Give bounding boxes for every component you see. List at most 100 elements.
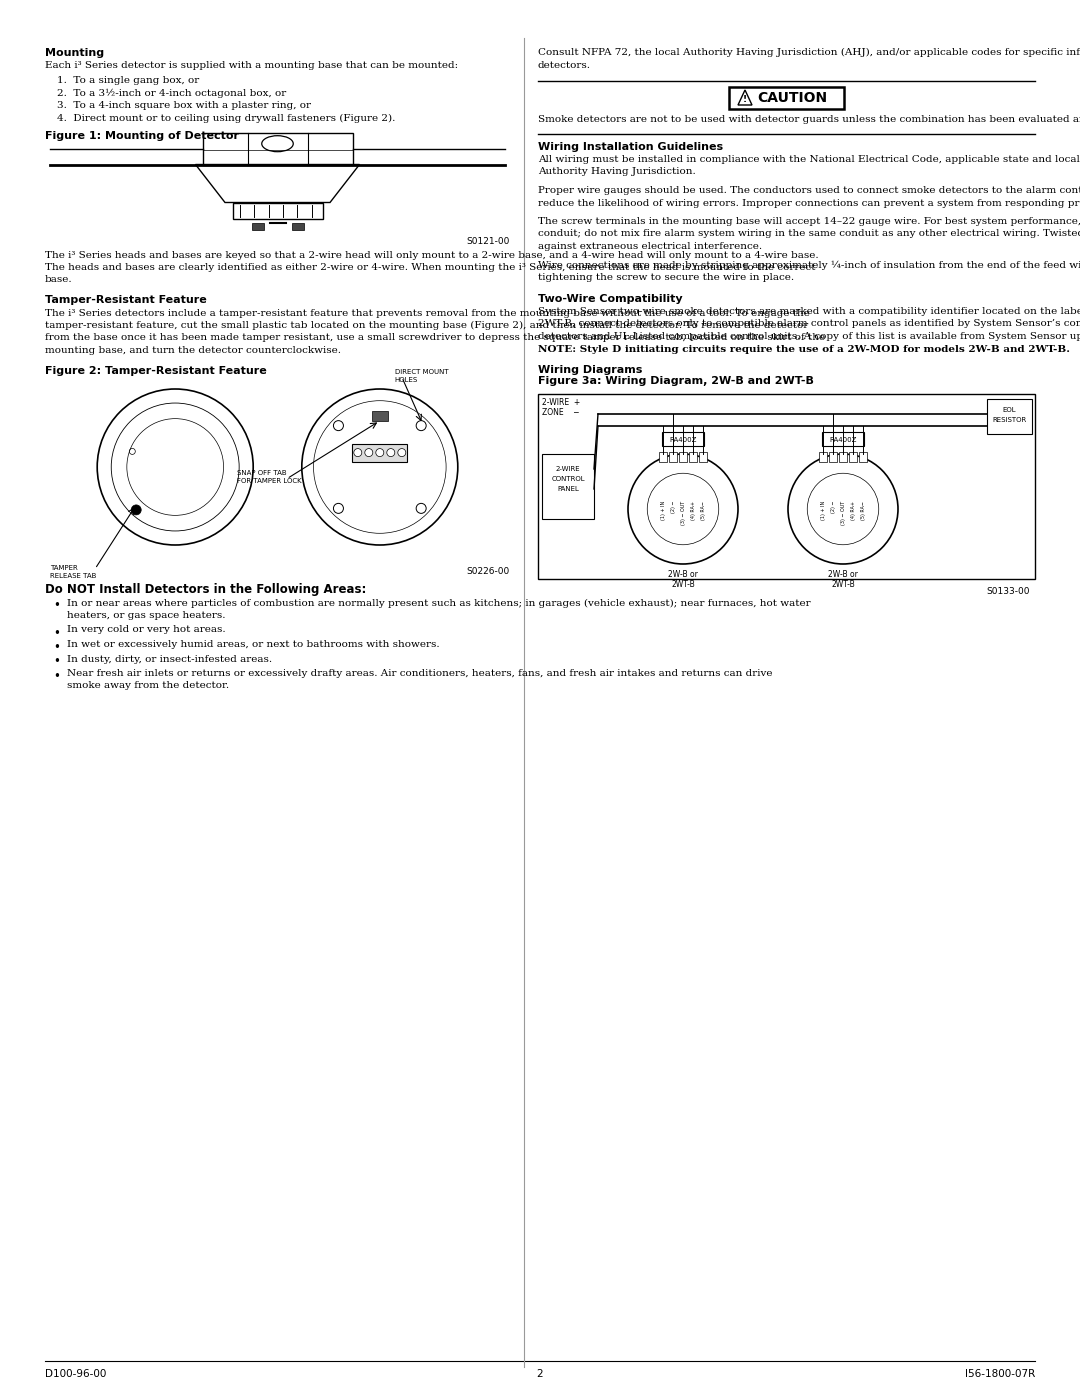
- Circle shape: [397, 448, 406, 457]
- Text: Tamper-Resistant Feature: Tamper-Resistant Feature: [45, 295, 206, 305]
- Text: CAUTION: CAUTION: [757, 91, 827, 105]
- Circle shape: [788, 454, 897, 564]
- Text: 1.  To a single gang box, or: 1. To a single gang box, or: [57, 75, 199, 85]
- Text: Wire connections are made by stripping approximately ¼-inch of insulation from t: Wire connections are made by stripping a…: [538, 260, 1080, 270]
- Text: Two-Wire Compatibility: Two-Wire Compatibility: [538, 293, 683, 303]
- Bar: [689, 453, 697, 462]
- Bar: [987, 400, 1032, 434]
- Text: NOTE: Style D initiating circuits require the use of a 2W-MOD for models 2W-B an: NOTE: Style D initiating circuits requir…: [538, 345, 1070, 353]
- Text: Wiring Installation Guidelines: Wiring Installation Guidelines: [538, 141, 724, 151]
- Text: (1) + IN: (1) + IN: [661, 500, 665, 520]
- Circle shape: [647, 474, 719, 545]
- Text: detectors.: detectors.: [538, 60, 591, 70]
- Text: ZONE    −: ZONE −: [542, 408, 580, 416]
- Text: from the base once it has been made tamper resistant, use a small screwdriver to: from the base once it has been made tamp…: [45, 334, 825, 342]
- Circle shape: [365, 448, 373, 457]
- Text: (4) RA+: (4) RA+: [851, 500, 855, 520]
- Text: RESISTOR: RESISTOR: [993, 416, 1027, 423]
- Circle shape: [334, 503, 343, 513]
- Bar: [372, 411, 388, 420]
- Text: TAMPER: TAMPER: [50, 564, 78, 571]
- Text: reduce the likelihood of wiring errors. Improper connections can prevent a syste: reduce the likelihood of wiring errors. …: [538, 198, 1080, 208]
- Text: Figure 1: Mounting of Detector: Figure 1: Mounting of Detector: [45, 131, 239, 141]
- Circle shape: [807, 474, 879, 545]
- Text: Proper wire gauges should be used. The conductors used to connect smoke detector: Proper wire gauges should be used. The c…: [538, 186, 1080, 196]
- Text: Consult NFPA 72, the local Authority Having Jurisdiction (AHJ), and/or applicabl: Consult NFPA 72, the local Authority Hav…: [538, 47, 1080, 57]
- Text: 2: 2: [537, 1369, 543, 1379]
- Circle shape: [334, 420, 343, 430]
- Text: Do NOT Install Detectors in the Following Areas:: Do NOT Install Detectors in the Followin…: [45, 583, 366, 597]
- Text: In wet or excessively humid areas, or next to bathrooms with showers.: In wet or excessively humid areas, or ne…: [67, 640, 440, 650]
- Text: (5) RA−: (5) RA−: [701, 500, 705, 520]
- Text: In very cold or very hot areas.: In very cold or very hot areas.: [67, 626, 226, 634]
- Text: 2-WIRE  +: 2-WIRE +: [542, 398, 580, 407]
- Text: against extraneous electrical interference.: against extraneous electrical interferen…: [538, 242, 762, 251]
- Bar: [252, 222, 264, 229]
- Text: tamper-resistant feature, cut the small plastic tab located on the mounting base: tamper-resistant feature, cut the small …: [45, 321, 808, 330]
- Bar: [699, 453, 707, 462]
- Text: •: •: [53, 655, 59, 669]
- Text: 2.  To a 3½-inch or 4-inch octagonal box, or: 2. To a 3½-inch or 4-inch octagonal box,…: [57, 88, 286, 98]
- Text: 2WT-B: 2WT-B: [671, 580, 694, 590]
- Bar: [822, 432, 864, 446]
- Text: DIRECT MOUNT: DIRECT MOUNT: [395, 369, 448, 374]
- Bar: [352, 444, 407, 461]
- Text: The i³ Series heads and bases are keyed so that a 2-wire head will only mount to: The i³ Series heads and bases are keyed …: [45, 250, 819, 260]
- Bar: [679, 453, 687, 462]
- Bar: [829, 453, 837, 462]
- Bar: [292, 222, 303, 229]
- Text: (3) − OUT: (3) − OUT: [680, 500, 686, 525]
- Text: The heads and bases are clearly identified as either 2-wire or 4-wire. When moun: The heads and bases are clearly identifi…: [45, 263, 815, 272]
- Text: EOL: EOL: [1002, 407, 1016, 414]
- Text: All wiring must be installed in compliance with the National Electrical Code, ap: All wiring must be installed in complian…: [538, 155, 1080, 163]
- Text: 4.  Direct mount or to ceiling using drywall fasteners (Figure 2).: 4. Direct mount or to ceiling using dryw…: [57, 113, 395, 123]
- Text: In or near areas where particles of combustion are normally present such as kitc: In or near areas where particles of comb…: [67, 598, 811, 608]
- Text: I56-1800-07R: I56-1800-07R: [964, 1369, 1035, 1379]
- Bar: [659, 453, 667, 462]
- Circle shape: [376, 448, 383, 457]
- Text: SNAP OFF TAB: SNAP OFF TAB: [237, 469, 286, 476]
- Text: (3) − OUT: (3) − OUT: [840, 500, 846, 525]
- Text: (2) −: (2) −: [671, 500, 675, 513]
- Text: Each i³ Series detector is supplied with a mounting base that can be mounted:: Each i³ Series detector is supplied with…: [45, 61, 458, 70]
- Text: S0226-00: S0226-00: [467, 567, 510, 576]
- Text: 3.  To a 4-inch square box with a plaster ring, or: 3. To a 4-inch square box with a plaster…: [57, 101, 311, 110]
- Bar: [232, 203, 323, 218]
- Text: conduit; do not mix fire alarm system wiring in the same conduit as any other el: conduit; do not mix fire alarm system wi…: [538, 229, 1080, 239]
- Bar: [849, 453, 858, 462]
- Text: !: !: [743, 95, 747, 103]
- Ellipse shape: [131, 504, 141, 515]
- Text: •: •: [53, 641, 59, 654]
- Text: 2WT-B: 2WT-B: [832, 580, 855, 590]
- Text: Authority Having Jurisdiction.: Authority Having Jurisdiction.: [538, 168, 696, 176]
- Text: heaters, or gas space heaters.: heaters, or gas space heaters.: [67, 610, 226, 620]
- Bar: [203, 133, 352, 165]
- Text: Wiring Diagrams: Wiring Diagrams: [538, 365, 643, 374]
- Bar: [538, 394, 1035, 578]
- Text: (1) + IN: (1) + IN: [821, 500, 825, 520]
- Circle shape: [387, 448, 395, 457]
- Text: 2-WIRE: 2-WIRE: [556, 467, 580, 472]
- Text: 2W-B or: 2W-B or: [828, 570, 858, 578]
- Circle shape: [354, 448, 362, 457]
- Text: HOLES: HOLES: [395, 377, 418, 383]
- Text: D100-96-00: D100-96-00: [45, 1369, 106, 1379]
- Text: Figure 2: Tamper-Resistant Feature: Figure 2: Tamper-Resistant Feature: [45, 366, 267, 376]
- Text: S0133-00: S0133-00: [986, 587, 1030, 597]
- Circle shape: [627, 454, 738, 564]
- Bar: [729, 87, 843, 109]
- Text: •: •: [53, 599, 59, 612]
- Bar: [662, 432, 704, 446]
- Bar: [819, 453, 827, 462]
- Text: base.: base.: [45, 275, 72, 285]
- Text: detectors and UL Listed compatible control units. A copy of this list is availab: detectors and UL Listed compatible contr…: [538, 332, 1080, 341]
- Text: RELEASE TAB: RELEASE TAB: [50, 573, 96, 578]
- Text: PANEL: PANEL: [557, 486, 579, 492]
- Text: FOR TAMPER LOCK: FOR TAMPER LOCK: [237, 478, 301, 483]
- Text: RA400Z: RA400Z: [670, 437, 697, 443]
- Text: Figure 3a: Wiring Diagram, 2W-B and 2WT-B: Figure 3a: Wiring Diagram, 2W-B and 2WT-…: [538, 377, 814, 387]
- Text: •: •: [53, 626, 59, 640]
- Text: System Sensor two-wire smoke detectors are marked with a compatibility identifie: System Sensor two-wire smoke detectors a…: [538, 307, 1080, 316]
- Text: (5) RA−: (5) RA−: [861, 500, 865, 520]
- Text: Smoke detectors are not to be used with detector guards unless the combination h: Smoke detectors are not to be used with …: [538, 115, 1080, 124]
